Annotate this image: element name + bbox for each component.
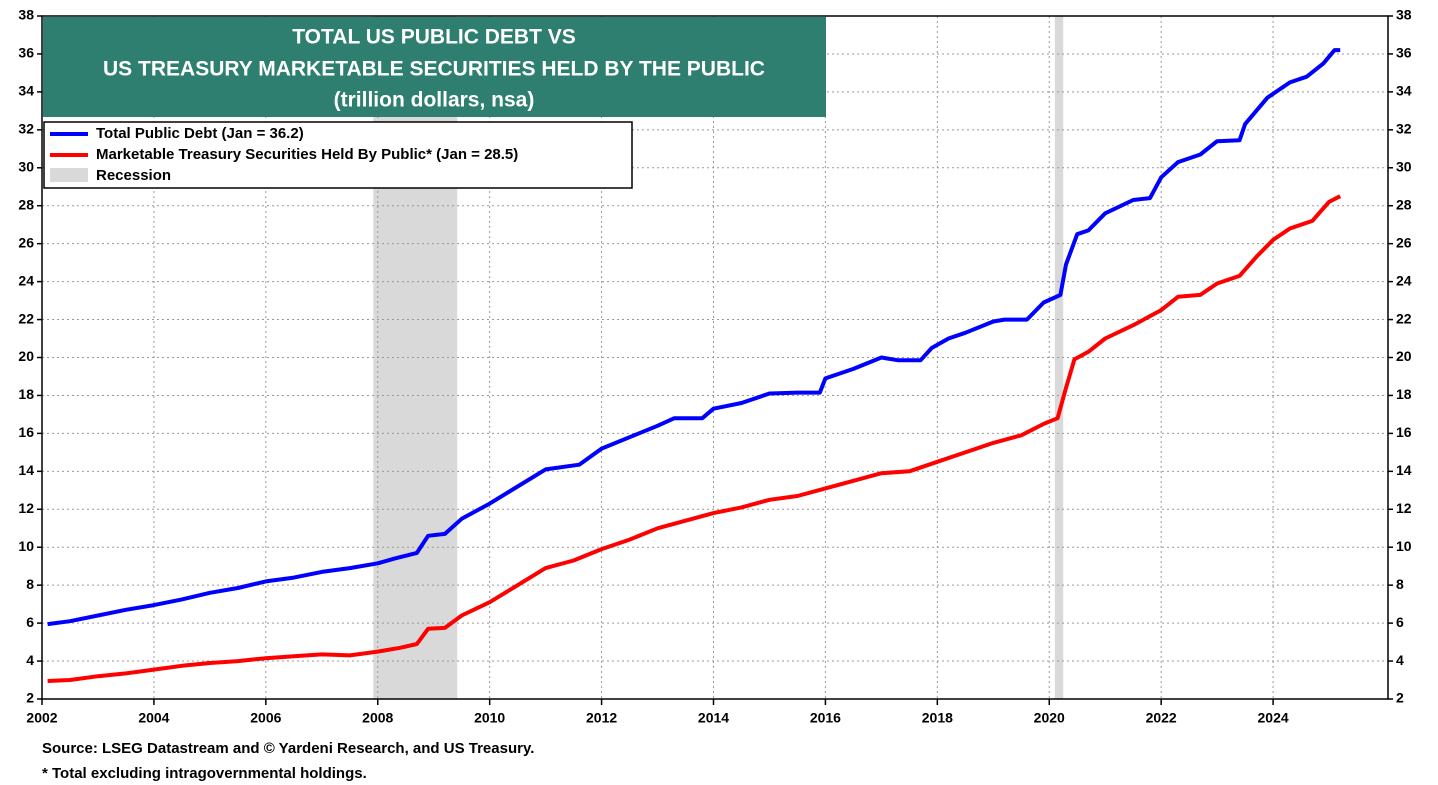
y-tick-label: 16	[18, 424, 34, 440]
y-tick-label: 26	[18, 234, 34, 250]
recession-band	[373, 16, 458, 699]
y-tick-label: 2	[26, 690, 34, 706]
y2-tick-label: 12	[1396, 500, 1412, 516]
y-tick-label: 6	[26, 614, 34, 630]
y2-tick-label: 6	[1396, 614, 1404, 630]
y2-tick-label: 10	[1396, 538, 1412, 554]
y-tick-label: 8	[26, 576, 34, 592]
y2-tick-label: 20	[1396, 348, 1412, 364]
y2-tick-label: 26	[1396, 234, 1412, 250]
chart-title: US TREASURY MARKETABLE SECURITIES HELD B…	[103, 58, 765, 81]
line	[47, 194, 1342, 683]
y2-tick-label: 22	[1396, 310, 1412, 326]
x-tick-label: 2006	[250, 710, 281, 726]
y-tick-label: 14	[18, 462, 34, 478]
x-tick-label: 2018	[922, 710, 953, 726]
y-tick-label: 24	[18, 272, 34, 288]
x-tick-label: 2020	[1034, 710, 1065, 726]
x-tick-label: 2012	[586, 710, 617, 726]
y-tick-label: 18	[18, 386, 34, 402]
y2-tick-label: 24	[1396, 272, 1412, 288]
y2-tick-label: 30	[1396, 158, 1412, 174]
legend-label: Recession	[96, 167, 171, 184]
legend-swatch	[50, 168, 88, 182]
plot-frame	[41, 15, 1389, 700]
x-tick-label: 2002	[26, 710, 57, 726]
footnote: Source: LSEG Datastream and © Yardeni Re…	[42, 740, 534, 757]
y2-tick-label: 32	[1396, 121, 1412, 137]
y-tick-label: 12	[18, 500, 34, 516]
y-tick-label: 30	[18, 158, 34, 174]
y2-tick-label: 8	[1396, 576, 1404, 592]
chart-title: TOTAL US PUBLIC DEBT VS	[292, 26, 576, 49]
y2-tick-label: 14	[1396, 462, 1412, 478]
y-tick-label: 38	[18, 7, 34, 23]
x-tick-label: 2010	[474, 710, 505, 726]
x-tick-label: 2022	[1146, 710, 1177, 726]
y-tick-label: 32	[18, 121, 34, 137]
y-tick-label: 20	[18, 348, 34, 364]
y2-tick-label: 18	[1396, 386, 1412, 402]
x-tick-label: 2024	[1258, 710, 1289, 726]
x-tick-label: 2004	[138, 710, 169, 726]
legend-box	[43, 121, 633, 189]
x-tick-label: 2014	[698, 710, 729, 726]
x-tick-label: 2016	[810, 710, 841, 726]
footnote: * Total excluding intragovernmental hold…	[42, 765, 367, 782]
y-tick-label: 4	[26, 652, 34, 668]
legend-label: Marketable Treasury Securities Held By P…	[96, 146, 518, 163]
y2-tick-label: 2	[1396, 690, 1404, 706]
y-tick-label: 36	[18, 45, 34, 61]
chart-subtitle: (trillion dollars, nsa)	[334, 89, 535, 112]
y2-tick-label: 4	[1396, 652, 1404, 668]
y-tick-label: 10	[18, 538, 34, 554]
y-tick-label: 22	[18, 310, 34, 326]
y2-tick-label: 34	[1396, 83, 1412, 99]
y2-tick-label: 16	[1396, 424, 1412, 440]
x-tick-label: 2008	[362, 710, 393, 726]
legend-label: Total Public Debt (Jan = 36.2)	[96, 125, 304, 142]
line	[47, 48, 1341, 627]
y2-tick-label: 38	[1396, 7, 1412, 23]
title-box	[43, 17, 826, 117]
recession-band	[1054, 16, 1064, 699]
y-tick-label: 34	[18, 83, 34, 99]
y2-tick-label: 36	[1396, 45, 1412, 61]
y-tick-label: 28	[18, 196, 34, 212]
y2-tick-label: 28	[1396, 196, 1412, 212]
